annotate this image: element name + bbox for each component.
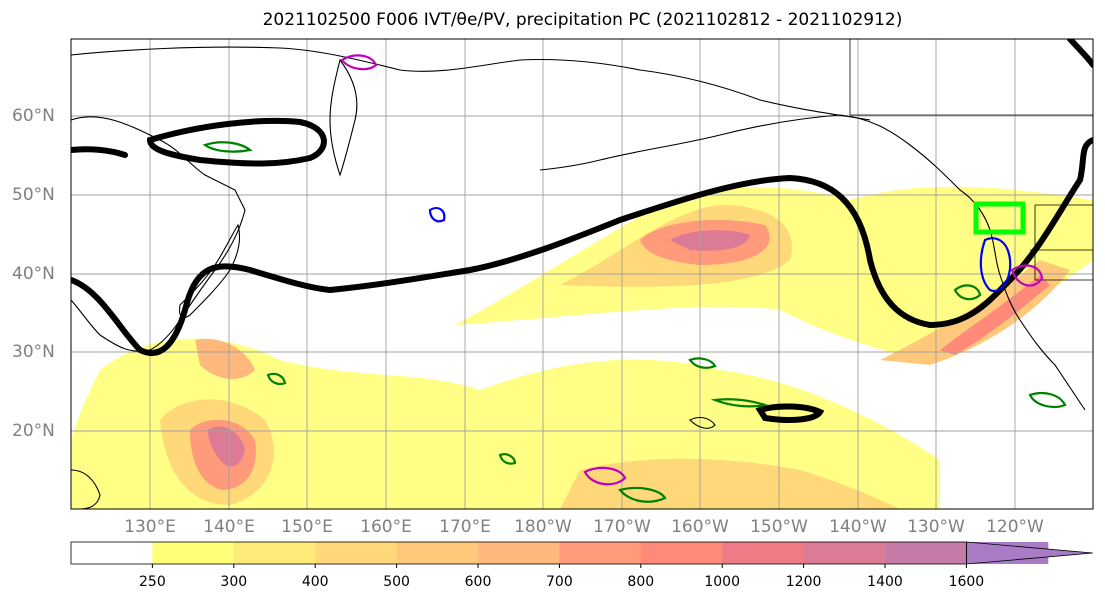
colorbar-tick-label: 800	[627, 574, 655, 590]
lat-label-20n: 20°N	[12, 421, 55, 441]
colorbar-tick-label: 700	[546, 574, 573, 590]
pv-contour-4	[953, 284, 982, 301]
lon-label-160w: 160°W	[671, 517, 729, 537]
pv-contour-3	[710, 398, 770, 408]
lon-label-140e: 140°E	[203, 517, 255, 537]
lat-label-60n: 60°N	[12, 106, 55, 126]
map-title: 2021102500 F006 IVT/θe/PV, precipitation…	[262, 10, 903, 30]
magenta-contours	[340, 54, 1044, 486]
magenta-contour-1	[340, 54, 378, 71]
colorbar-segment	[478, 542, 560, 564]
colorbar-frame	[70, 541, 967, 565]
ivt-coast-core	[940, 275, 1050, 355]
coast-hawaii	[689, 416, 716, 429]
lon-label-170w: 170°W	[593, 517, 651, 537]
magenta-contour-2	[1010, 264, 1044, 287]
lon-label-130e: 130°E	[124, 517, 176, 537]
lat-label-50n: 50°N	[12, 185, 55, 205]
coast-alaska	[599, 114, 991, 231]
pv-contour-2	[266, 372, 287, 386]
theta-e-small	[755, 403, 825, 423]
blue-contours	[428, 206, 1012, 293]
colorbar-segment	[315, 542, 398, 564]
highlight-box	[973, 201, 1026, 235]
colorbar-tick-label: 1000	[704, 574, 740, 590]
lat-label-40n: 40°N	[12, 264, 55, 284]
colorbar-tick-label: 1600	[948, 574, 985, 590]
theta-e-ne	[1067, 39, 1093, 68]
coastlines	[71, 46, 1086, 509]
pv-contours	[202, 141, 1067, 503]
colorbar-segment	[233, 542, 316, 564]
pv-contour-5	[1028, 391, 1067, 409]
coast-aleutians	[539, 159, 601, 171]
colorbar-tick-label: 600	[464, 574, 492, 590]
pv-contour-1	[202, 141, 253, 153]
lon-label-120w: 120°W	[986, 517, 1044, 537]
colorbar-segment	[559, 542, 642, 564]
coast-east-asia	[71, 116, 246, 352]
blue-contour-coast	[979, 237, 1012, 293]
boundaries	[849, 39, 1093, 281]
coast-na-west	[989, 229, 1086, 411]
colorbar-tick-label: 1200	[785, 574, 822, 590]
colorbar-tick-label: 400	[301, 574, 329, 590]
colorbar-segment	[722, 542, 805, 564]
colorbar-segment	[803, 542, 886, 564]
coast-kamchatka	[329, 58, 358, 177]
ivt-typhoon-north	[195, 338, 255, 380]
lon-label-170e: 170°E	[439, 517, 491, 537]
colorbar-tick-label: 1400	[867, 574, 903, 590]
lat-label-30n: 30°N	[12, 342, 55, 362]
magenta-contour-3	[583, 466, 627, 486]
lon-label-130w: 130°W	[907, 517, 965, 537]
colorbar-segment	[152, 542, 235, 564]
coast-philippines	[71, 469, 101, 509]
colorbar-segment	[396, 542, 479, 564]
lon-label-150w: 150°W	[750, 517, 808, 537]
lon-label-180w: 180°W	[514, 517, 572, 537]
ivt-core-peak	[670, 230, 750, 251]
colorbar-tick-label: 300	[220, 574, 248, 590]
theta-e-loop	[146, 117, 327, 167]
blue-contour-2	[428, 206, 446, 223]
colorbar-tick-label: 500	[383, 574, 410, 590]
lon-label-150e: 150°E	[281, 517, 333, 537]
ivt-shading	[71, 186, 1093, 509]
colorbar-segment	[640, 542, 723, 564]
ivt-south-band	[560, 458, 900, 509]
coast-siberia	[71, 46, 871, 121]
colorbar	[70, 541, 1093, 568]
ivt-typhoon-core	[208, 426, 245, 467]
theta-e-left	[71, 146, 128, 158]
colorbar-tick-label: 250	[139, 574, 166, 590]
map-frame	[70, 38, 1094, 510]
colorbar-segment	[71, 542, 153, 564]
lon-label-140w: 140°W	[829, 517, 887, 537]
pv-contour-6	[618, 486, 667, 503]
pv-contour-7	[498, 453, 517, 465]
pv-contour-8	[688, 357, 717, 369]
ivt-band-main	[455, 186, 1093, 360]
colorbar-segment	[885, 542, 967, 564]
lon-label-160e: 160°E	[360, 517, 412, 537]
